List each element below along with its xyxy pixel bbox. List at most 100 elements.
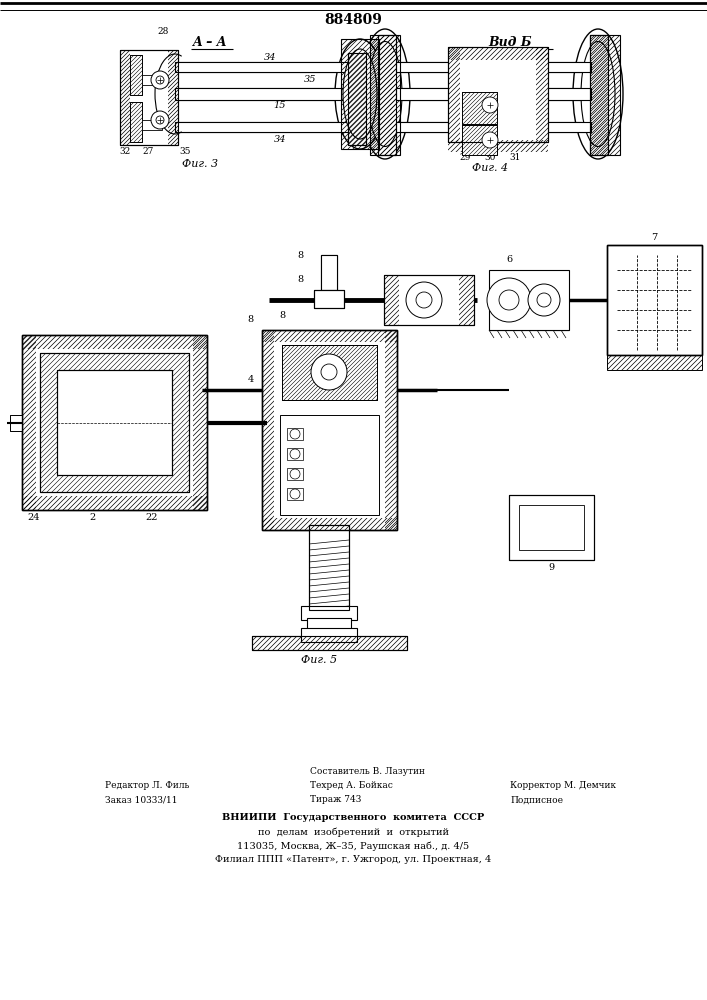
- Circle shape: [416, 292, 432, 308]
- Text: 34: 34: [274, 135, 286, 144]
- Text: 2: 2: [89, 514, 95, 522]
- Text: ВНИИПИ  Государственного  комитета  СССР: ВНИИПИ Государственного комитета СССР: [222, 814, 484, 822]
- Bar: [22, 335, 207, 510]
- Bar: [175, 62, 350, 72]
- Bar: [10, 415, 22, 431]
- Bar: [287, 468, 303, 480]
- Circle shape: [156, 116, 164, 124]
- Text: 34: 34: [264, 53, 276, 62]
- Bar: [396, 62, 591, 72]
- Bar: [348, 53, 366, 145]
- Text: Фиг. 3: Фиг. 3: [182, 159, 218, 169]
- Circle shape: [321, 364, 337, 380]
- Text: Тираж 743: Тираж 743: [310, 796, 361, 804]
- Circle shape: [487, 278, 531, 322]
- Ellipse shape: [368, 41, 402, 146]
- Bar: [142, 120, 162, 130]
- Bar: [314, 290, 344, 308]
- Text: 35: 35: [304, 76, 316, 85]
- Text: 8: 8: [298, 250, 304, 259]
- Bar: [607, 355, 702, 370]
- Text: 31: 31: [509, 152, 520, 161]
- Bar: [489, 270, 569, 330]
- Circle shape: [151, 111, 169, 129]
- Bar: [462, 92, 497, 124]
- Text: Подписное: Подписное: [510, 796, 563, 804]
- Bar: [262, 330, 397, 530]
- Ellipse shape: [360, 29, 410, 159]
- Bar: [509, 495, 594, 560]
- Circle shape: [482, 97, 498, 113]
- Bar: [57, 370, 172, 475]
- Text: 7: 7: [651, 232, 657, 241]
- Bar: [462, 92, 497, 124]
- Text: 27: 27: [142, 147, 153, 156]
- Text: 35: 35: [180, 146, 191, 155]
- Text: 22: 22: [146, 514, 158, 522]
- Bar: [590, 35, 608, 155]
- Bar: [280, 415, 379, 515]
- Text: Фиг. 4: Фиг. 4: [472, 163, 508, 173]
- Text: 15: 15: [274, 102, 286, 110]
- Text: A – A: A – A: [193, 36, 227, 49]
- Text: Вид Б: Вид Б: [489, 36, 532, 49]
- Circle shape: [537, 293, 551, 307]
- Bar: [175, 88, 350, 100]
- Circle shape: [151, 71, 169, 89]
- Text: 4: 4: [247, 375, 254, 384]
- Bar: [348, 53, 366, 145]
- Bar: [130, 102, 142, 142]
- Bar: [301, 628, 357, 642]
- Ellipse shape: [343, 49, 377, 139]
- Bar: [309, 525, 349, 610]
- Bar: [341, 39, 379, 149]
- Bar: [287, 448, 303, 460]
- Ellipse shape: [573, 29, 623, 159]
- Text: 30: 30: [484, 152, 496, 161]
- Bar: [396, 122, 591, 132]
- Bar: [252, 636, 407, 650]
- Text: 8: 8: [248, 316, 254, 324]
- Bar: [519, 505, 584, 550]
- Text: 28: 28: [158, 27, 169, 36]
- Bar: [40, 353, 189, 492]
- Bar: [590, 35, 608, 155]
- Bar: [607, 245, 702, 355]
- Bar: [120, 50, 178, 145]
- Text: 8: 8: [279, 310, 285, 320]
- Bar: [287, 428, 303, 440]
- Text: Редактор Л. Филь: Редактор Л. Филь: [105, 782, 189, 790]
- Bar: [384, 275, 474, 325]
- Text: 884809: 884809: [324, 13, 382, 27]
- Circle shape: [156, 76, 164, 84]
- Text: Филиал ППП «Патент», г. Ужгород, ул. Проектная, 4: Филиал ППП «Патент», г. Ужгород, ул. Про…: [215, 856, 491, 864]
- Bar: [462, 125, 497, 155]
- Text: Техред А. Бойкас: Техред А. Бойкас: [310, 782, 393, 790]
- Text: 5: 5: [326, 538, 332, 546]
- Text: 6: 6: [506, 255, 512, 264]
- Bar: [130, 55, 142, 95]
- Text: 8: 8: [298, 275, 304, 284]
- Bar: [142, 75, 162, 85]
- Bar: [321, 255, 337, 290]
- Bar: [120, 50, 178, 145]
- Text: Заказ 10333/11: Заказ 10333/11: [105, 796, 177, 804]
- Circle shape: [406, 282, 442, 318]
- Bar: [309, 525, 349, 610]
- Bar: [57, 370, 172, 475]
- Bar: [22, 335, 207, 510]
- Bar: [370, 35, 400, 155]
- Bar: [607, 245, 702, 355]
- Bar: [301, 606, 357, 620]
- Bar: [314, 290, 344, 308]
- Bar: [287, 488, 303, 500]
- Circle shape: [290, 429, 300, 439]
- Circle shape: [499, 290, 519, 310]
- Text: Корректор М. Демчик: Корректор М. Демчик: [510, 782, 616, 790]
- Bar: [130, 102, 142, 142]
- Bar: [448, 47, 548, 142]
- Circle shape: [482, 132, 498, 148]
- Bar: [252, 636, 407, 650]
- Bar: [130, 55, 142, 95]
- Bar: [282, 345, 377, 400]
